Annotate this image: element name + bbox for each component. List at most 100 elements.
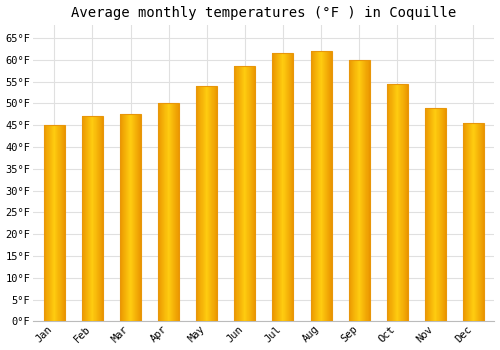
Bar: [326, 51, 327, 321]
Bar: [216, 86, 217, 321]
Bar: [310, 51, 332, 321]
Bar: [130, 114, 131, 321]
Bar: [54, 125, 55, 321]
Bar: [244, 66, 245, 321]
Bar: [387, 84, 388, 321]
Bar: [247, 66, 248, 321]
Bar: [482, 123, 483, 321]
Bar: [167, 103, 168, 321]
Bar: [441, 108, 442, 321]
Bar: [320, 51, 321, 321]
Bar: [349, 60, 350, 321]
Bar: [362, 60, 363, 321]
Bar: [171, 103, 172, 321]
Bar: [389, 84, 390, 321]
Bar: [55, 125, 56, 321]
Bar: [406, 84, 407, 321]
Bar: [240, 66, 241, 321]
Bar: [353, 60, 354, 321]
Bar: [483, 123, 484, 321]
Bar: [239, 66, 240, 321]
Bar: [289, 53, 290, 321]
Bar: [479, 123, 480, 321]
Bar: [398, 84, 399, 321]
Bar: [463, 123, 484, 321]
Bar: [140, 114, 141, 321]
Bar: [173, 103, 174, 321]
Bar: [425, 108, 446, 321]
Bar: [313, 51, 314, 321]
Bar: [359, 60, 360, 321]
Bar: [399, 84, 400, 321]
Bar: [434, 108, 435, 321]
Bar: [255, 66, 256, 321]
Bar: [430, 108, 431, 321]
Bar: [169, 103, 170, 321]
Bar: [210, 86, 211, 321]
Bar: [474, 123, 475, 321]
Bar: [285, 53, 286, 321]
Bar: [274, 53, 275, 321]
Bar: [287, 53, 288, 321]
Bar: [429, 108, 430, 321]
Bar: [52, 125, 53, 321]
Bar: [82, 117, 83, 321]
Bar: [127, 114, 128, 321]
Bar: [350, 60, 351, 321]
Bar: [238, 66, 239, 321]
Bar: [356, 60, 357, 321]
Bar: [176, 103, 177, 321]
Bar: [87, 117, 88, 321]
Bar: [100, 117, 101, 321]
Bar: [164, 103, 165, 321]
Bar: [59, 125, 60, 321]
Bar: [402, 84, 403, 321]
Bar: [400, 84, 401, 321]
Title: Average monthly temperatures (°F ) in Coquille: Average monthly temperatures (°F ) in Co…: [72, 6, 456, 20]
Bar: [120, 114, 141, 321]
Bar: [433, 108, 434, 321]
Bar: [82, 117, 103, 321]
Bar: [366, 60, 367, 321]
Bar: [278, 53, 279, 321]
Bar: [277, 53, 278, 321]
Bar: [60, 125, 61, 321]
Bar: [168, 103, 169, 321]
Bar: [290, 53, 291, 321]
Bar: [201, 86, 202, 321]
Bar: [242, 66, 244, 321]
Bar: [437, 108, 438, 321]
Bar: [254, 66, 255, 321]
Bar: [56, 125, 57, 321]
Bar: [214, 86, 215, 321]
Bar: [352, 60, 353, 321]
Bar: [322, 51, 323, 321]
Bar: [158, 103, 179, 321]
Bar: [128, 114, 129, 321]
Bar: [246, 66, 247, 321]
Bar: [478, 123, 479, 321]
Bar: [318, 51, 319, 321]
Bar: [472, 123, 473, 321]
Bar: [481, 123, 482, 321]
Bar: [200, 86, 201, 321]
Bar: [133, 114, 134, 321]
Bar: [314, 51, 315, 321]
Bar: [98, 117, 99, 321]
Bar: [425, 108, 426, 321]
Bar: [138, 114, 139, 321]
Bar: [199, 86, 200, 321]
Bar: [57, 125, 58, 321]
Bar: [135, 114, 136, 321]
Bar: [317, 51, 318, 321]
Bar: [470, 123, 471, 321]
Bar: [325, 51, 326, 321]
Bar: [253, 66, 254, 321]
Bar: [388, 84, 389, 321]
Bar: [196, 86, 217, 321]
Bar: [480, 123, 481, 321]
Bar: [165, 103, 166, 321]
Bar: [438, 108, 439, 321]
Bar: [365, 60, 366, 321]
Bar: [324, 51, 325, 321]
